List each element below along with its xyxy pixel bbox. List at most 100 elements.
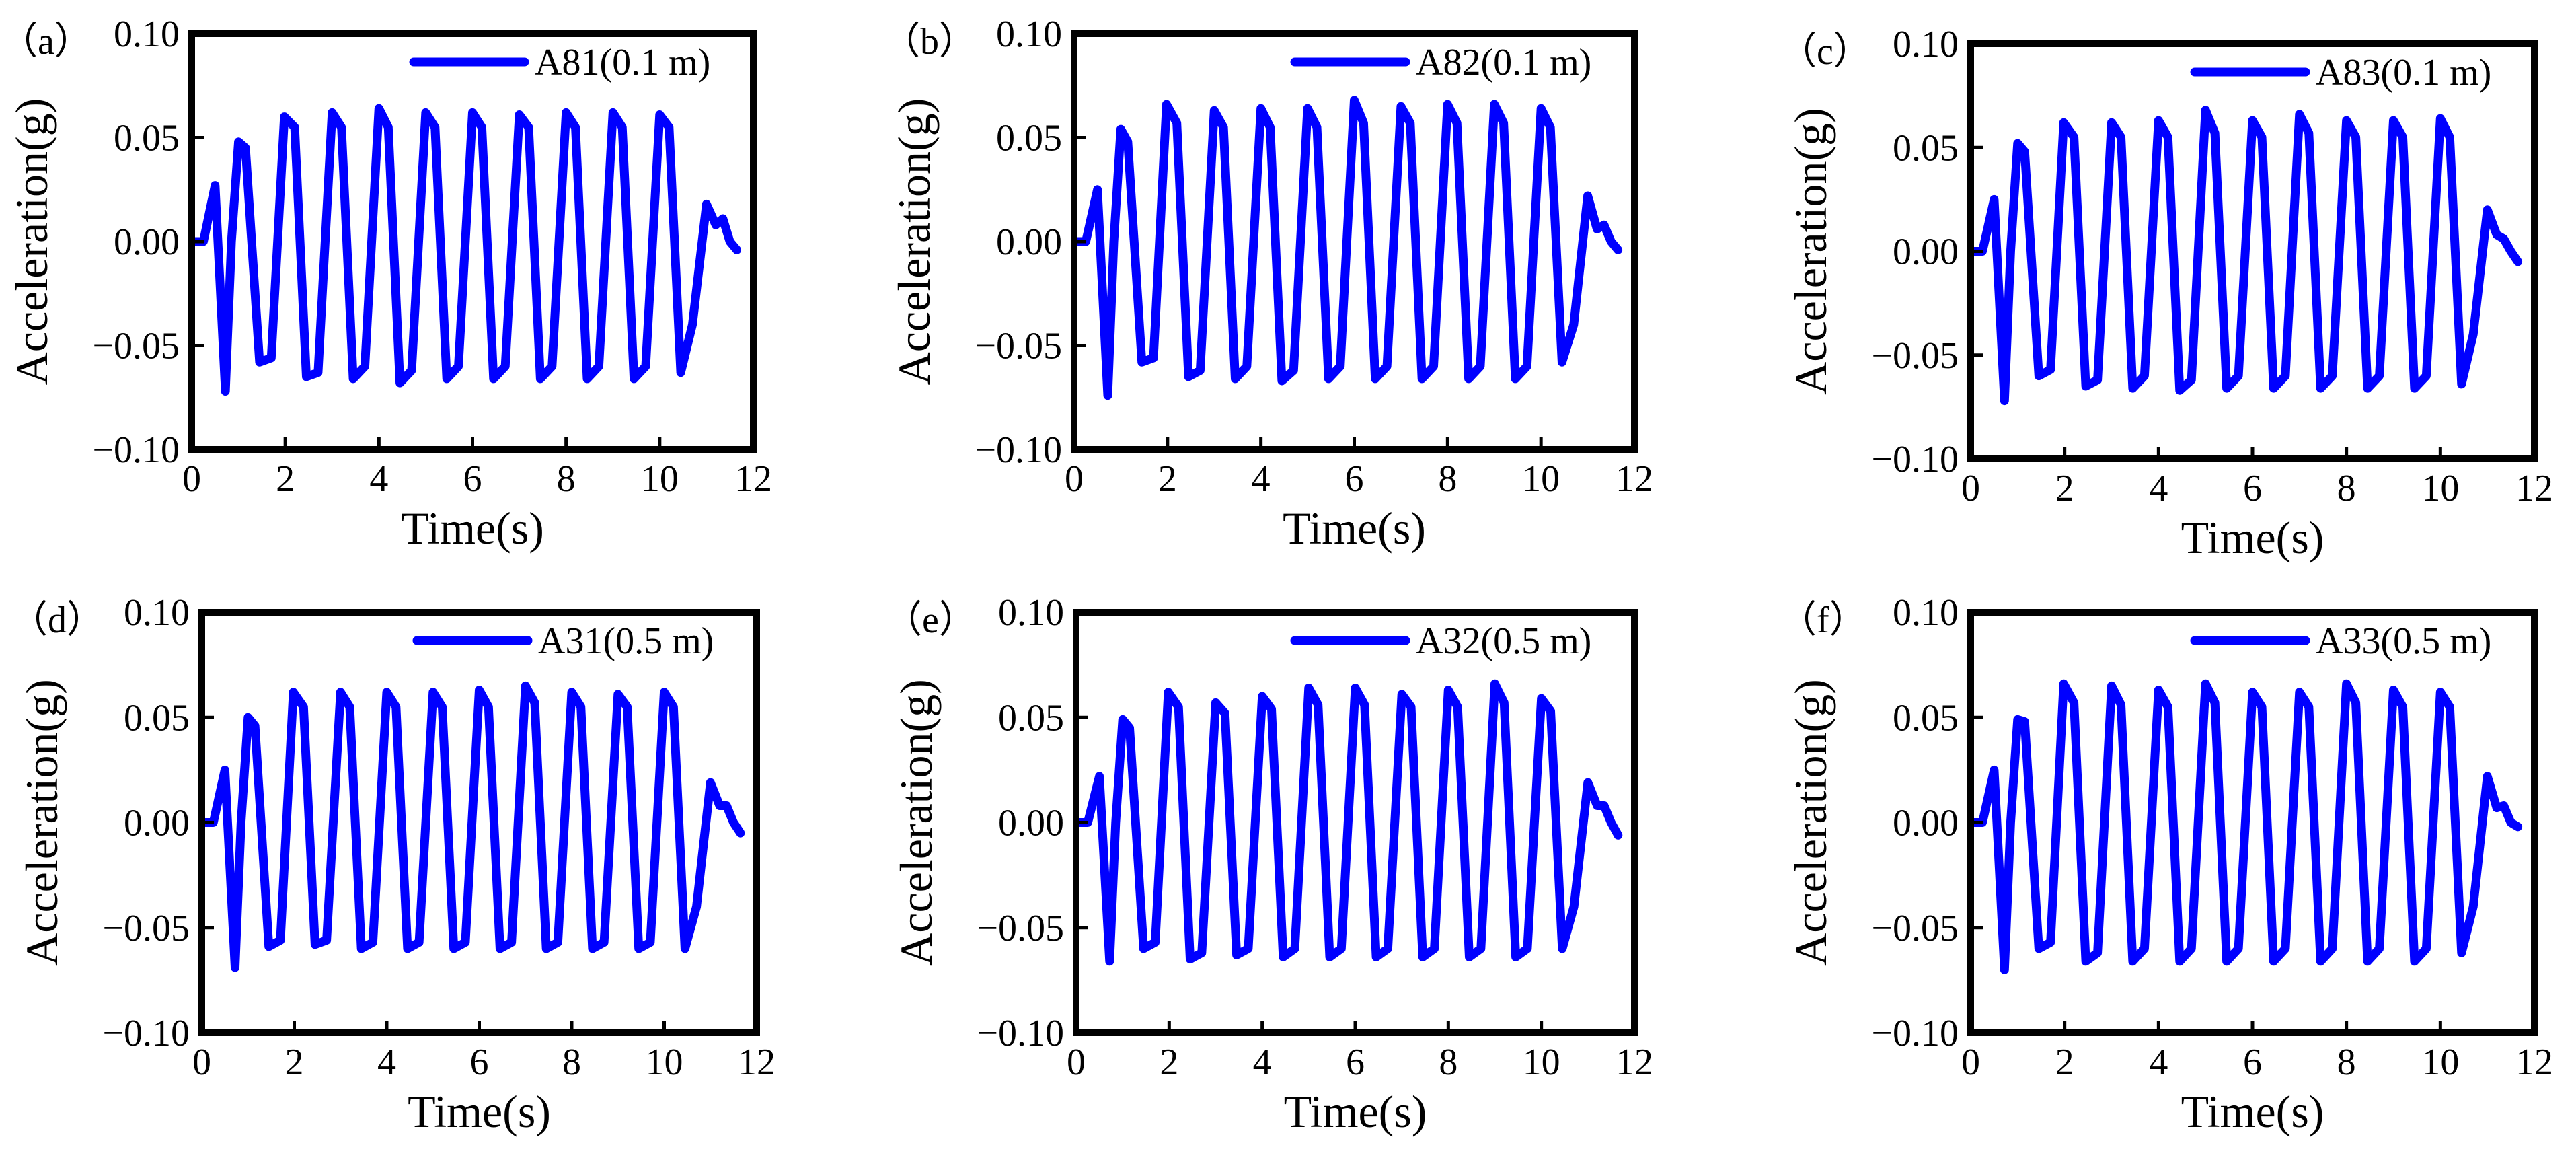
plot-frame [1967, 40, 2538, 462]
x-tick-label: 0 [182, 458, 201, 500]
y-tick-label: −0.10 [102, 1013, 190, 1054]
y-tick-label: 0.00 [1893, 231, 1959, 273]
x-tick-label: 0 [192, 1042, 211, 1083]
x-axis-title: Time(s) [408, 1086, 551, 1137]
y-tick-label: 0.00 [1893, 803, 1959, 844]
y-tick-label: 0.05 [998, 697, 1064, 739]
plot-frame [188, 30, 757, 453]
x-tick-label: 10 [1523, 1042, 1560, 1083]
panel-label: （c） [1779, 31, 1871, 73]
x-tick-label: 2 [285, 1042, 304, 1083]
series-line [192, 104, 742, 396]
y-tick-label: 0.10 [996, 13, 1062, 55]
plot-frame [198, 609, 760, 1036]
series-line [1971, 106, 2523, 406]
x-tick-label: 8 [2337, 1042, 2356, 1083]
panel-label: （e） [884, 599, 977, 641]
plot-frame [1071, 30, 1638, 453]
y-tick-label: −0.05 [975, 326, 1062, 367]
y-tick-label: −0.10 [92, 429, 180, 471]
x-tick-label: 2 [1158, 458, 1177, 500]
y-axis-title: Acceleration(g) [1785, 679, 1836, 966]
y-tick-label: 0.10 [1893, 24, 1959, 65]
panel-label: （d） [10, 599, 104, 641]
x-tick-label: 2 [276, 458, 295, 500]
chart-panel: 0 2 4 6 8 10 12 0.10 0.05 0.00 −0.05 −0.10 Time(s) Ac… [1779, 24, 2553, 563]
x-tick-label: 4 [369, 458, 388, 500]
x-tick-label: 10 [641, 458, 679, 500]
x-tick-label: 4 [377, 1042, 396, 1083]
x-tick-label: 12 [2515, 468, 2553, 509]
x-tick-label: 0 [1065, 458, 1084, 500]
y-tick-label: 0.00 [124, 803, 190, 844]
x-tick-label: 8 [557, 458, 576, 500]
x-tick-label: 10 [646, 1042, 683, 1083]
y-tick-label: −0.05 [92, 326, 180, 367]
panel-label: （f） [1779, 599, 1867, 641]
x-tick-label: 12 [738, 1042, 775, 1083]
x-tick-label: 10 [2421, 468, 2459, 509]
panel-label: （a） [0, 21, 92, 63]
plot-frame [1073, 609, 1638, 1036]
y-axis-title: Acceleration(g) [891, 679, 942, 966]
y-tick-label: 0.10 [1893, 592, 1959, 634]
x-tick-label: 10 [1522, 458, 1560, 500]
x-axis-title: Time(s) [1283, 503, 1426, 554]
legend-label: A83(0.1 m) [2316, 52, 2491, 94]
series-line [1076, 679, 1623, 966]
x-tick-label: 6 [1346, 1042, 1365, 1083]
y-tick-label: −0.10 [1871, 1013, 1959, 1054]
x-tick-label: 4 [1252, 458, 1271, 500]
x-axis-title: Time(s) [1284, 1086, 1427, 1137]
y-tick-label: −0.10 [975, 429, 1062, 471]
x-tick-label: 2 [2055, 1042, 2074, 1083]
x-tick-label: 6 [1345, 458, 1364, 500]
x-tick-label: 0 [1961, 1042, 1980, 1083]
x-tick-label: 8 [2337, 468, 2356, 509]
chart-panel: 0 2 4 6 8 10 12 0.10 0.05 0.00 −0.05 −0.10 Time(s) Ac… [1779, 592, 2553, 1137]
y-tick-label: 0.00 [114, 221, 180, 263]
x-tick-label: 12 [734, 458, 772, 500]
y-tick-label: 0.00 [998, 803, 1064, 844]
y-tick-label: −0.05 [1871, 335, 1959, 377]
x-tick-label: 6 [463, 458, 482, 500]
x-tick-label: 0 [1961, 468, 1980, 509]
chart-panel: 0 2 4 6 8 10 12 0.10 0.05 0.00 −0.05 −0.10 Time(s) Ac… [882, 13, 1653, 554]
y-tick-label: 0.10 [998, 592, 1064, 634]
y-axis-title: Acceleration(g) [1785, 108, 1836, 395]
y-tick-label: 0.05 [114, 118, 180, 159]
y-tick-label: 0.05 [124, 697, 190, 739]
x-tick-label: 2 [1160, 1042, 1178, 1083]
x-tick-label: 12 [1616, 458, 1653, 500]
y-tick-label: 0.05 [996, 118, 1062, 159]
x-tick-label: 0 [1067, 1042, 1086, 1083]
y-tick-label: 0.10 [124, 592, 190, 634]
plot-frame [1967, 609, 2538, 1036]
y-tick-label: 0.00 [996, 221, 1062, 263]
x-tick-label: 10 [2421, 1042, 2459, 1083]
legend-label: A32(0.5 m) [1416, 620, 1591, 662]
y-axis-title: Acceleration(g) [6, 98, 57, 386]
legend-label: A33(0.5 m) [2316, 620, 2491, 662]
x-tick-label: 6 [2243, 468, 2262, 509]
panel-label: （b） [882, 21, 977, 63]
y-tick-label: −0.10 [977, 1013, 1064, 1054]
x-tick-label: 12 [1616, 1042, 1653, 1083]
x-tick-label: 4 [1253, 1042, 1272, 1083]
x-tick-label: 2 [2055, 468, 2074, 509]
x-tick-label: 8 [1438, 458, 1457, 500]
x-tick-label: 6 [2243, 1042, 2262, 1083]
x-tick-label: 4 [2149, 468, 2168, 509]
y-tick-label: −0.10 [1871, 439, 1959, 480]
y-tick-label: −0.05 [102, 908, 190, 949]
x-tick-label: 6 [470, 1042, 489, 1083]
x-axis-title: Time(s) [2181, 1086, 2324, 1137]
x-tick-label: 8 [1439, 1042, 1457, 1083]
y-tick-label: 0.05 [1893, 127, 1959, 169]
series-line [202, 681, 745, 972]
x-tick-label: 12 [2515, 1042, 2553, 1083]
chart-panel: 0 2 4 6 8 10 12 0.10 0.05 0.00 −0.05 −0.10 Time(s) Ac… [884, 592, 1653, 1137]
x-tick-label: 8 [562, 1042, 581, 1083]
x-tick-label: 4 [2149, 1042, 2168, 1083]
